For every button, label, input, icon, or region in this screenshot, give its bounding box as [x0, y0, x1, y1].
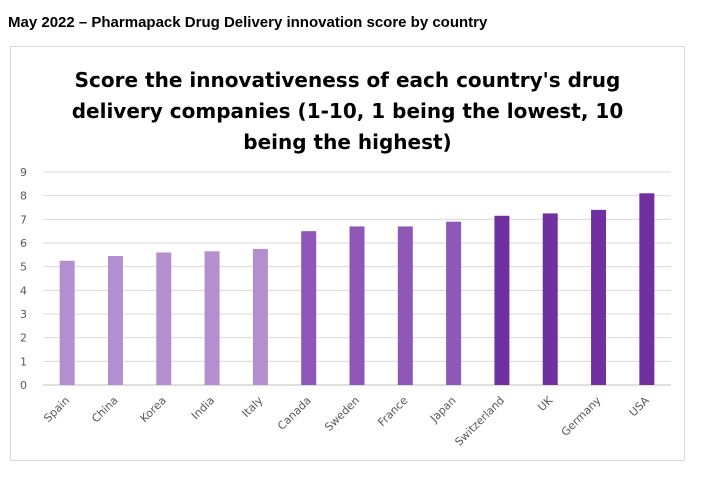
bar-canada — [301, 231, 317, 385]
y-tick-label: 3 — [20, 308, 27, 321]
x-tick-label-india: India — [189, 394, 217, 422]
bar-spain — [59, 260, 75, 385]
x-tick-label-sweden: Sweden — [322, 394, 362, 434]
bar-china — [107, 256, 123, 385]
x-tick-label-italy: Italy — [239, 394, 265, 420]
y-axis-ticks: 0 1 2 3 4 5 6 7 8 9 — [20, 166, 27, 392]
bar-japan — [446, 221, 462, 385]
page-heading: May 2022 – Pharmapack Drug Delivery inno… — [8, 14, 488, 31]
y-tick-label: 4 — [20, 284, 27, 297]
bars — [59, 193, 655, 385]
y-tick-label: 7 — [20, 213, 27, 226]
bar-germany — [591, 209, 607, 385]
bar-uk — [542, 213, 558, 385]
y-tick-label: 5 — [20, 261, 27, 274]
x-tick-label-china: China — [89, 394, 120, 425]
bar-chart: 0 1 2 3 4 5 6 7 8 9 Spain China Korea India Italy Cana… — [20, 166, 671, 448]
bar-italy — [252, 248, 268, 385]
x-tick-label-canada: Canada — [275, 394, 314, 433]
y-tick-label: 2 — [20, 332, 27, 345]
x-tick-label-usa: USA — [627, 394, 653, 420]
chart-title-line-3: being the highest) — [243, 130, 452, 154]
x-tick-label-france: France — [375, 394, 410, 429]
y-tick-label: 9 — [20, 166, 27, 179]
bar-usa — [639, 193, 655, 385]
x-tick-label-uk: UK — [535, 393, 556, 414]
bar-korea — [156, 252, 172, 385]
bar-sweden — [349, 226, 365, 385]
y-tick-label: 1 — [20, 355, 27, 368]
bar-india — [204, 251, 220, 385]
chart-frame: Score the innovativeness of each country… — [10, 46, 685, 461]
x-tick-label-korea: Korea — [138, 394, 169, 425]
bar-france — [397, 226, 413, 385]
x-tick-label-spain: Spain — [41, 394, 72, 425]
chart-title-line-2: delivery companies (1-10, 1 being the lo… — [71, 99, 624, 123]
chart-title-line-1: Score the innovativeness of each country… — [74, 68, 621, 92]
x-tick-label-japan: Japan — [427, 394, 459, 426]
y-tick-label: 0 — [20, 379, 27, 392]
y-tick-label: 8 — [20, 190, 27, 203]
x-tick-label-germany: Germany — [559, 394, 604, 439]
bar-switzerland — [494, 215, 510, 385]
x-tick-label-switzerland: Switzerland — [452, 394, 507, 449]
x-axis-labels: Spain China Korea India Italy Canada Sweden Fra… — [41, 393, 652, 448]
y-tick-label: 6 — [20, 237, 27, 250]
chart-title: Score the innovativeness of each country… — [11, 65, 684, 158]
